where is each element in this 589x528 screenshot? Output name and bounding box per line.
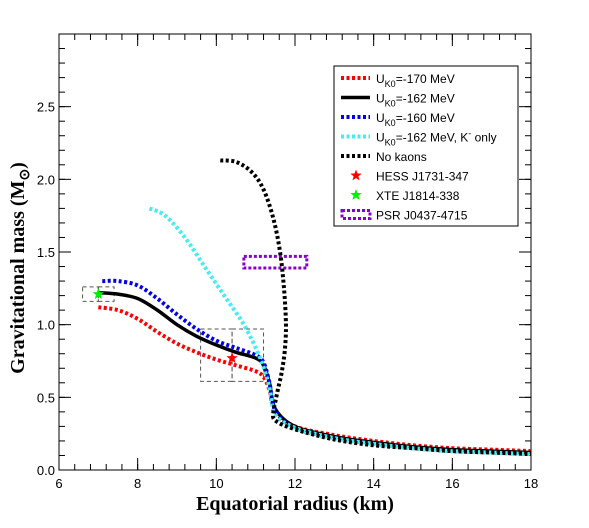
y-axis-title-main: Gravitational mass (M — [7, 180, 29, 373]
legend-label-main: U — [376, 92, 385, 106]
series-line-1 — [98, 305, 532, 454]
legend-label-sup: - — [468, 129, 471, 139]
legend-label-sub: K0 — [385, 138, 396, 148]
legend-star-swatch — [350, 189, 362, 200]
x-tick-label: 8 — [134, 476, 141, 491]
y-tick-label: 0.0 — [37, 463, 55, 478]
legend-label: PSR J0437-4715 — [376, 209, 468, 223]
legend-label: XTE J1814-338 — [376, 189, 460, 203]
legend-label-sub: K0 — [385, 99, 396, 109]
x-tick-label: 12 — [288, 476, 302, 491]
x-axis-title: Equatorial radius (km) — [196, 493, 394, 515]
legend-label-main: PSR J0437-4715 — [376, 209, 468, 223]
x-tick-label: 16 — [445, 476, 459, 491]
legend-label: UK0=-170 MeV — [376, 72, 455, 89]
y-tick-label: 2.0 — [37, 172, 55, 187]
legend-box-swatch — [340, 209, 372, 220]
legend-label: HESS J1731-347 — [376, 170, 469, 184]
x-tick-label: 14 — [366, 476, 380, 491]
series-line-4 — [148, 206, 532, 457]
y-tick-label: 1.0 — [37, 318, 55, 333]
y-tick-label: 2.5 — [37, 100, 55, 115]
x-tick-label: 18 — [524, 476, 538, 491]
legend-label-rest: =-170 MeV — [396, 72, 455, 86]
legend-box — [333, 65, 519, 227]
x-tick-label: 10 — [209, 476, 223, 491]
legend-label-main: U — [376, 111, 385, 125]
legend-label-main: No kaons — [376, 150, 427, 164]
obs-star-marker — [226, 352, 238, 363]
legend-label-main: U — [376, 131, 385, 145]
legend-label-rest: =-162 MeV — [396, 92, 455, 106]
legend-label-rest: =-162 MeV, K — [396, 131, 469, 145]
legend-label-sub: K0 — [385, 79, 396, 89]
legend-label-rest: =-160 MeV — [396, 111, 455, 125]
legend-label-sub: K0 — [385, 118, 396, 128]
x-tick-label: 6 — [55, 476, 62, 491]
obs-box-psr — [242, 254, 309, 270]
legend-label-tail: only — [471, 131, 496, 145]
y-axis-title: Gravitational mass (M⊙) — [7, 162, 33, 374]
series-line-2 — [98, 290, 532, 455]
y-axis-title-close: ) — [7, 162, 29, 169]
legend-label-main: U — [376, 72, 385, 86]
legend-label: UK0=-160 MeV — [376, 111, 455, 128]
y-tick-label: 1.5 — [37, 245, 55, 260]
y-axis-title-sub: ⊙ — [18, 169, 33, 181]
legend-label-main: HESS J1731-347 — [376, 170, 469, 184]
obs-star-marker — [92, 288, 105, 299]
y-tick-label: 0.5 — [37, 390, 55, 405]
series-line-3 — [102, 278, 532, 457]
legend-label-main: XTE J1814-338 — [376, 189, 460, 203]
legend-star-swatch — [350, 169, 362, 181]
legend-label: No kaons — [376, 150, 427, 164]
legend-label: UK0=-162 MeV, K- only — [376, 129, 497, 148]
legend-label: UK0=-162 MeV — [376, 92, 455, 109]
